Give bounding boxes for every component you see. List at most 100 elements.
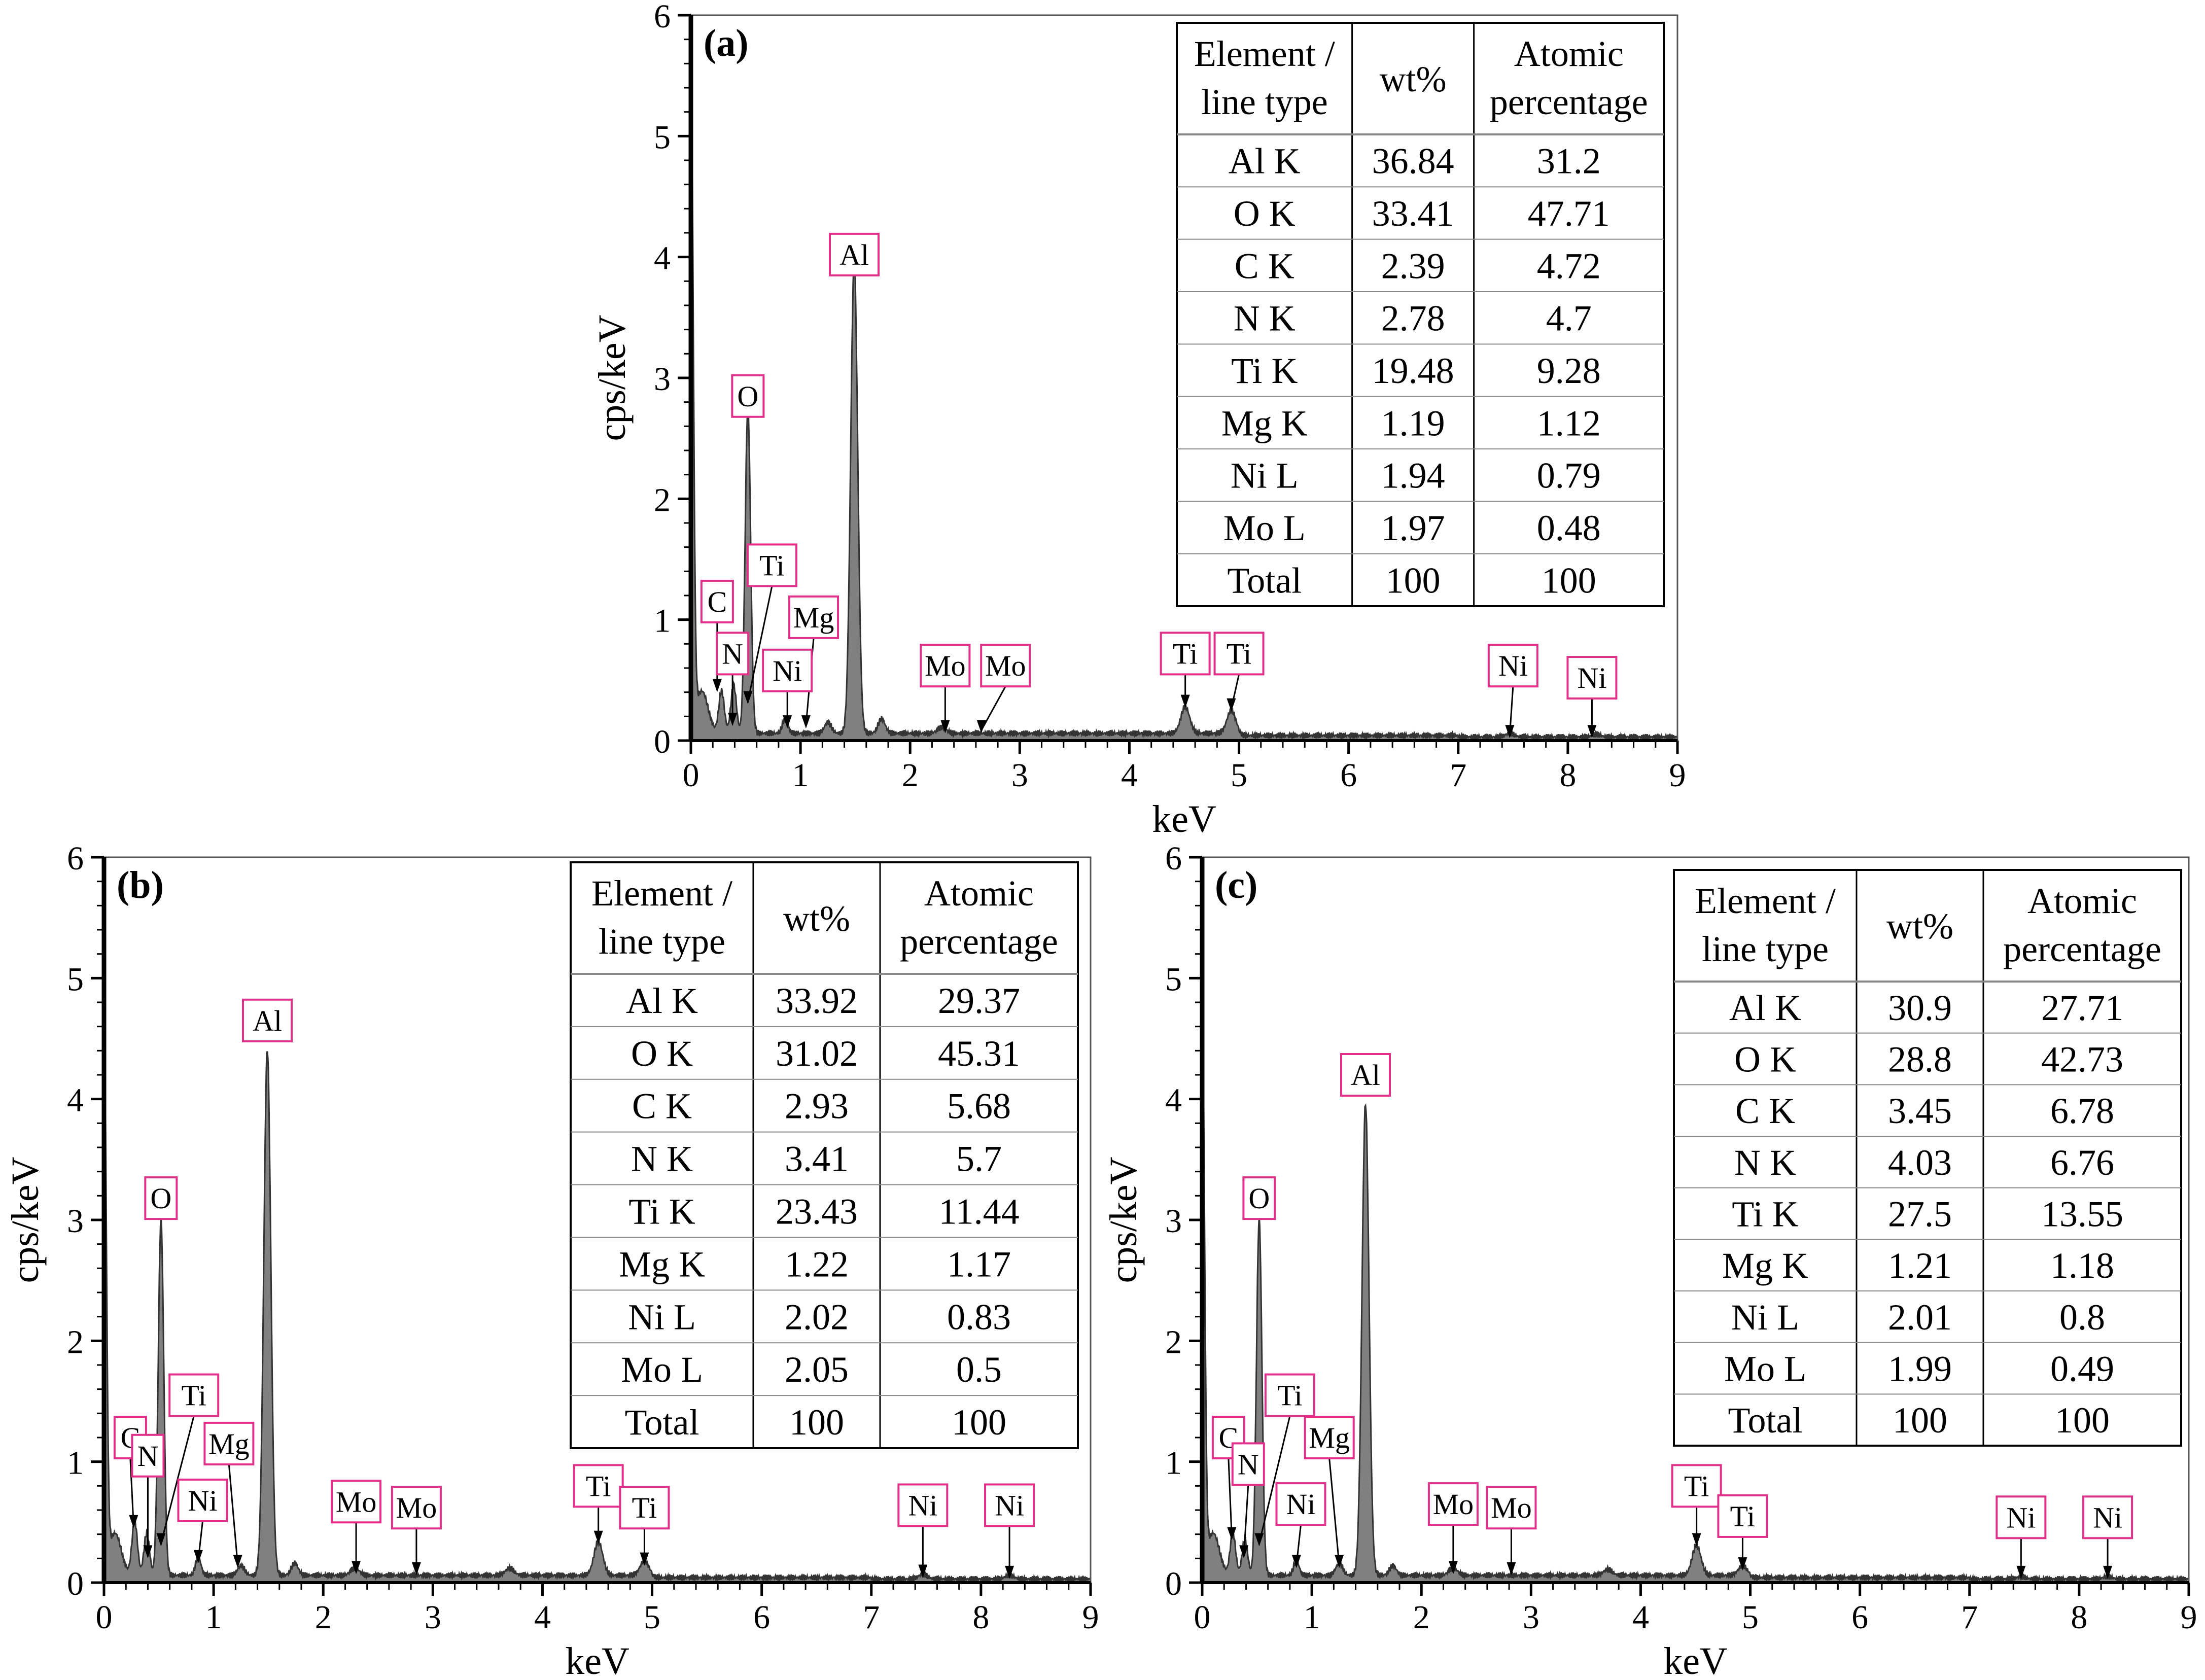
table-cell: 3.45 bbox=[1888, 1091, 1952, 1131]
table-cell: 45.31 bbox=[938, 1033, 1020, 1074]
y-axis-label: cps/keV bbox=[1102, 1157, 1145, 1283]
peak-label-ti: Ti bbox=[1717, 1494, 1768, 1571]
peak-label-text: Al bbox=[839, 238, 869, 271]
peak-label-text: Ti bbox=[1173, 637, 1198, 670]
table-header: Atomic percentage bbox=[900, 873, 1058, 962]
x-tick-label: 6 bbox=[1340, 757, 1357, 794]
peak-label-box bbox=[619, 1486, 670, 1530]
table-cell: N K bbox=[631, 1139, 693, 1179]
peak-label-text: Ni bbox=[995, 1489, 1024, 1522]
peak-arrow-head bbox=[193, 1550, 203, 1563]
x-tick-label: 6 bbox=[1851, 1599, 1868, 1636]
x-tick-label: 8 bbox=[972, 1599, 989, 1636]
table-cell: 100 bbox=[1386, 560, 1441, 601]
table-cell: C K bbox=[1735, 1091, 1795, 1131]
peak-label-text: N bbox=[722, 637, 743, 670]
table-cell: Total bbox=[625, 1402, 699, 1443]
x-tick-label: 5 bbox=[644, 1599, 660, 1636]
peak-arrow-head bbox=[743, 691, 753, 705]
peak-label-o: O bbox=[731, 374, 765, 418]
x-tick-label: 3 bbox=[1011, 757, 1028, 794]
table-frame bbox=[1673, 869, 2182, 1447]
table-cell: 0.8 bbox=[2059, 1297, 2105, 1338]
peak-label-ni: Ni bbox=[1996, 1495, 2047, 1579]
table-cell: 13.55 bbox=[2041, 1194, 2123, 1235]
composition-table: Element / line type wt% Atomic percentage Al … bbox=[570, 861, 1079, 1449]
composition-table: Element / line type wt% Atomic percentage Al … bbox=[1673, 869, 2182, 1447]
peak-label-text: Mg bbox=[208, 1427, 250, 1460]
x-tick-label: 4 bbox=[1121, 757, 1138, 794]
peak-label-box bbox=[1427, 1482, 1479, 1526]
spectrum-area bbox=[1201, 998, 2190, 1585]
x-tick-label: 1 bbox=[792, 757, 809, 794]
table-cell: 100 bbox=[789, 1402, 844, 1443]
peak-arrow-head bbox=[712, 679, 722, 692]
x-tick-label: 2 bbox=[902, 757, 919, 794]
peak-label-box bbox=[762, 648, 813, 692]
table-header-line: Atomic bbox=[1514, 33, 1624, 74]
peak-label-ti: Ti bbox=[619, 1486, 670, 1566]
table-cell: 33.92 bbox=[776, 981, 858, 1021]
table-cell: 28.8 bbox=[1888, 1039, 1952, 1080]
peak-arrow-head bbox=[801, 715, 811, 729]
y-axis-label: cps/keV bbox=[4, 1157, 47, 1283]
table-cell: Total bbox=[1728, 1400, 1803, 1441]
y-tick-label: 5 bbox=[1165, 961, 1182, 998]
panel-label: (a) bbox=[704, 22, 749, 64]
table-frame bbox=[1176, 22, 1665, 607]
table-cell: 0.79 bbox=[1537, 456, 1601, 496]
table-cell: 1.12 bbox=[1537, 403, 1601, 443]
table-cell: O K bbox=[1234, 193, 1296, 234]
x-tick-label: 9 bbox=[1669, 757, 1686, 794]
peak-label-o: O bbox=[1242, 1176, 1276, 1220]
peak-label-box bbox=[177, 1478, 228, 1522]
table-cell: 30.9 bbox=[1888, 988, 1952, 1028]
peak-label-mg: Mg bbox=[1304, 1416, 1355, 1568]
peak-label-box bbox=[1486, 1486, 1537, 1530]
x-tick-label: 8 bbox=[2071, 1599, 2087, 1636]
table-header-line: wt% bbox=[1380, 59, 1447, 99]
x-tick-label: 9 bbox=[1082, 1599, 1099, 1636]
peak-label-text: Mg bbox=[793, 601, 834, 634]
x-tick-label: 4 bbox=[1632, 1599, 1649, 1636]
peak-arrow-head bbox=[1692, 1533, 1701, 1547]
table-cell: 5.68 bbox=[947, 1086, 1011, 1127]
table-cell: 19.48 bbox=[1372, 351, 1454, 391]
spectrum-area bbox=[103, 1010, 1092, 1585]
panel-label: (b) bbox=[117, 864, 164, 906]
table-cell: 29.37 bbox=[938, 981, 1020, 1021]
y-tick-label: 2 bbox=[654, 481, 671, 518]
y-tick-label: 5 bbox=[654, 119, 671, 156]
peak-label-mo: Mo bbox=[331, 1480, 382, 1574]
y-tick-label: 6 bbox=[67, 840, 84, 877]
peak-label-box bbox=[1996, 1495, 2047, 1539]
peak-label-ni: Ni bbox=[1275, 1482, 1326, 1568]
table-cell: C K bbox=[1235, 246, 1294, 286]
y-tick-label: 4 bbox=[1165, 1082, 1182, 1119]
x-tick-label: 5 bbox=[1231, 757, 1247, 794]
x-tick-label: 3 bbox=[1523, 1599, 1539, 1636]
peak-label-box bbox=[131, 1433, 165, 1478]
peak-arrow-line bbox=[1228, 1458, 1233, 1537]
peak-arrow-head bbox=[1448, 1561, 1458, 1574]
y-tick-label: 1 bbox=[67, 1445, 84, 1482]
peak-label-text: Ni bbox=[1577, 661, 1606, 694]
peak-label-text: Mo bbox=[1491, 1491, 1532, 1524]
chart-panel-c: 0 1 2 3 4 5 6 7 8 90123456keVcps/keV(c)AlOTiMgCNN… bbox=[1102, 840, 2197, 1680]
table-header: Element / line type bbox=[1695, 881, 1836, 969]
peak-arrow-head bbox=[1335, 1555, 1344, 1568]
peak-label-text: Ti bbox=[1227, 637, 1252, 670]
table-cell: C K bbox=[632, 1086, 692, 1127]
table-cell: Mg K bbox=[1221, 403, 1308, 443]
peak-arrow-head bbox=[940, 720, 950, 733]
table-header: Element / line type bbox=[1194, 33, 1335, 122]
table-frame bbox=[570, 861, 1079, 1449]
peak-label-text: Mo bbox=[336, 1485, 377, 1518]
peak-label-text: N bbox=[1238, 1448, 1259, 1481]
peak-label-box bbox=[984, 1483, 1035, 1527]
table-cell: Mo L bbox=[621, 1349, 703, 1390]
peak-label-al: Al bbox=[242, 998, 293, 1042]
peak-label-box bbox=[168, 1373, 220, 1417]
table-cell: 0.48 bbox=[1537, 508, 1601, 548]
